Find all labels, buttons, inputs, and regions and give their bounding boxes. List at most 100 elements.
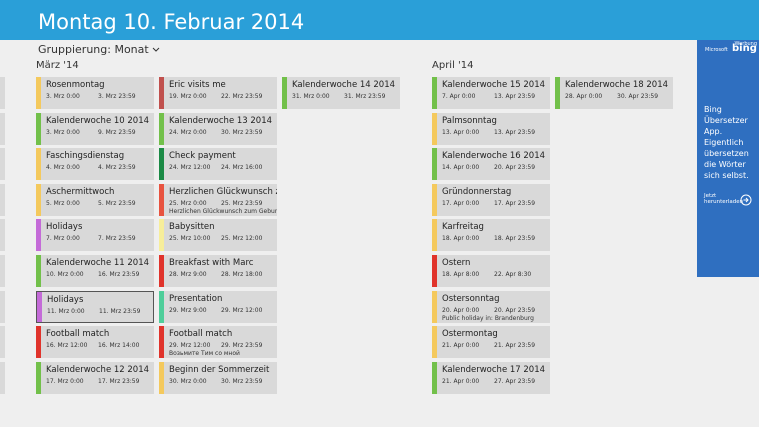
event-title: Aschermittwoch	[46, 186, 115, 197]
event-end: 16. Mrz 14:00	[98, 342, 140, 350]
event-end: 29. Mrz 23:59	[221, 342, 263, 350]
event-card[interactable]: Holidays 7. Mrz 0:00 7. Mrz 23:59	[36, 219, 154, 252]
partial-card	[0, 112, 5, 145]
event-card[interactable]: Ostern 18. Apr 8:00 22. Apr 8:30	[432, 255, 550, 287]
event-end: 18. Apr 23:59	[494, 235, 536, 243]
category-stripe	[282, 77, 287, 109]
event-end: 16. Mrz 23:59	[98, 271, 140, 278]
category-stripe	[432, 77, 437, 109]
event-title: Kalenderwoche 16 2014	[442, 151, 546, 162]
event-title: Kalenderwoche 11 2014	[46, 258, 150, 268]
event-start: 29. Mrz 12:00	[169, 342, 211, 350]
event-card[interactable]: Check payment 24. Mrz 12:00 24. Mrz 16:00	[159, 148, 277, 181]
event-card[interactable]: Faschingsdienstag 4. Mrz 0:00 4. Mrz 23:59	[36, 148, 154, 181]
event-start: 25. Mrz 0:00	[169, 199, 207, 207]
event-start: 28. Apr 0:00	[565, 93, 603, 100]
event-start: 13. Apr 0:00	[442, 128, 480, 136]
category-stripe	[159, 148, 164, 181]
event-card[interactable]: Kalenderwoche 15 2014 7. Apr 0:00 13. Apr …	[432, 77, 550, 109]
event-card[interactable]: Palmsonntag 13. Apr 0:00 13. Apr 23:59	[432, 112, 550, 145]
page-title: Montag 10. Februar 2014	[38, 10, 305, 34]
event-title: Check payment	[169, 151, 236, 162]
event-note: Public holiday in: Brandenburg	[442, 314, 534, 322]
event-start: 28. Mrz 9:00	[169, 271, 207, 278]
category-stripe	[159, 290, 164, 323]
event-card[interactable]: Gründonnerstag 17. Apr 0:00 17. Apr 23:59	[432, 183, 550, 216]
event-title: Presentation	[169, 293, 223, 304]
event-card[interactable]: Kalenderwoche 14 2014 31. Mrz 0:00 31. Mrz…	[282, 77, 400, 109]
event-title: Ostern	[442, 258, 471, 268]
event-title: Beginn der Sommerzeit	[169, 364, 270, 375]
event-card[interactable]: Kalenderwoche 12 2014 17. Mrz 0:00 17. Mrz…	[36, 361, 154, 394]
event-card[interactable]: Herzlichen Glückwunsch zu... 25. Mrz 0:00…	[159, 183, 277, 216]
ad-arrow-icon[interactable]	[740, 194, 752, 206]
event-card[interactable]: Kalenderwoche 10 2014 3. Mrz 0:00 9. Mrz 2…	[36, 112, 154, 145]
grouping-selector[interactable]: Gruppierung: Monat	[38, 43, 160, 56]
month-header: April '14	[432, 60, 474, 71]
event-card[interactable]: Presentation 29. Mrz 9:00 29. Mrz 12:00	[159, 290, 277, 323]
event-title: Kalenderwoche 17 2014	[442, 364, 546, 375]
event-card[interactable]: Kalenderwoche 17 2014 21. Apr 0:00 27. Apr…	[432, 361, 550, 394]
event-start: 18. Apr 0:00	[442, 235, 480, 243]
event-start: 3. Mrz 0:00	[46, 93, 80, 100]
category-stripe	[432, 183, 437, 216]
event-title: Football match	[169, 329, 233, 340]
event-card[interactable]: Kalenderwoche 18 2014 28. Apr 0:00 30. Apr…	[555, 77, 673, 109]
event-end: 21. Apr 23:59	[494, 342, 536, 350]
grouping-label[interactable]: Gruppierung: Monat	[38, 43, 149, 56]
category-stripe	[159, 183, 164, 216]
event-card[interactable]: Kalenderwoche 11 2014 10. Mrz 0:00 16. Mrz…	[36, 255, 154, 287]
category-stripe	[432, 361, 437, 394]
ad-cta[interactable]: Jetzt herunterladen	[704, 193, 744, 205]
event-title: Rosenmontag	[46, 80, 105, 90]
category-stripe	[36, 183, 41, 216]
event-card[interactable]: Ostersonntag 20. Apr 0:00 20. Apr 23:59 Pub…	[432, 290, 550, 323]
category-stripe	[432, 255, 437, 287]
event-title: Breakfast with Marc	[169, 258, 254, 268]
ad-text: Bing Übersetzer App. Eigentlich übersetz…	[704, 105, 749, 180]
event-start: 17. Apr 0:00	[442, 199, 480, 207]
event-card[interactable]: Eric visits me 19. Mrz 0:00 22. Mrz 23:59	[159, 77, 277, 109]
event-card[interactable]: Rosenmontag 3. Mrz 0:00 3. Mrz 23:59	[36, 77, 154, 109]
event-card[interactable]: Football match 29. Mrz 12:00 29. Mrz 23:59…	[159, 326, 277, 359]
event-card[interactable]: Karfreitag 18. Apr 0:00 18. Apr 23:59	[432, 219, 550, 252]
event-start: 14. Apr 0:00	[442, 164, 480, 172]
partial-card	[0, 290, 5, 323]
event-start: 3. Mrz 0:00	[46, 128, 80, 136]
category-stripe	[159, 255, 164, 287]
category-stripe	[37, 291, 42, 322]
event-end: 3. Mrz 23:59	[98, 93, 136, 100]
event-title: Palmsonntag	[442, 115, 497, 126]
event-card[interactable]: Beginn der Sommerzeit 30. Mrz 0:00 30. Mrz…	[159, 361, 277, 394]
event-card[interactable]: Ostermontag 21. Apr 0:00 21. Apr 23:59	[432, 326, 550, 359]
event-card[interactable]: Kalenderwoche 13 2014 24. Mrz 0:00 30. Mrz…	[159, 112, 277, 145]
event-start: 11. Mrz 0:00	[47, 307, 85, 315]
event-note: Herzlichen Glückwunsch zum Geburtsta...	[169, 207, 277, 215]
event-card[interactable]: Kalenderwoche 16 2014 14. Apr 0:00 20. Apr…	[432, 148, 550, 181]
event-end: 13. Apr 23:59	[494, 128, 536, 136]
event-title: Kalenderwoche 13 2014	[169, 115, 273, 126]
event-title: Football match	[46, 329, 110, 340]
category-stripe	[36, 219, 41, 252]
event-note: Возьмите Тим со мной	[169, 350, 240, 358]
category-stripe	[432, 290, 437, 323]
event-start: 16. Mrz 12:00	[46, 342, 88, 350]
event-card[interactable]: Breakfast with Marc 28. Mrz 9:00 28. Mrz 1…	[159, 255, 277, 287]
category-stripe	[159, 361, 164, 394]
partial-card	[0, 77, 5, 109]
event-card[interactable]: Holidays 11. Mrz 0:00 11. Mrz 23:59	[36, 290, 154, 323]
ad-company: Microsoft	[705, 47, 728, 53]
event-card[interactable]: Aschermittwoch 5. Mrz 0:00 5. Mrz 23:59	[36, 183, 154, 216]
event-end: 30. Apr 23:59	[617, 93, 659, 100]
event-title: Karfreitag	[442, 222, 484, 233]
event-start: 17. Mrz 0:00	[46, 377, 84, 385]
event-title: Kalenderwoche 18 2014	[565, 80, 669, 90]
event-end: 25. Mrz 23:59	[221, 199, 263, 207]
ad-panel[interactable]: Werbung Microsoft bing Bing Übersetzer A…	[697, 40, 759, 277]
event-end: 20. Apr 23:59	[494, 164, 536, 172]
event-title: Babysitten	[169, 222, 215, 233]
event-card[interactable]: Babysitten 25. Mrz 10:00 25. Mrz 12:00	[159, 219, 277, 252]
event-card[interactable]: Football match 16. Mrz 12:00 16. Mrz 14:00	[36, 326, 154, 359]
category-stripe	[432, 219, 437, 252]
